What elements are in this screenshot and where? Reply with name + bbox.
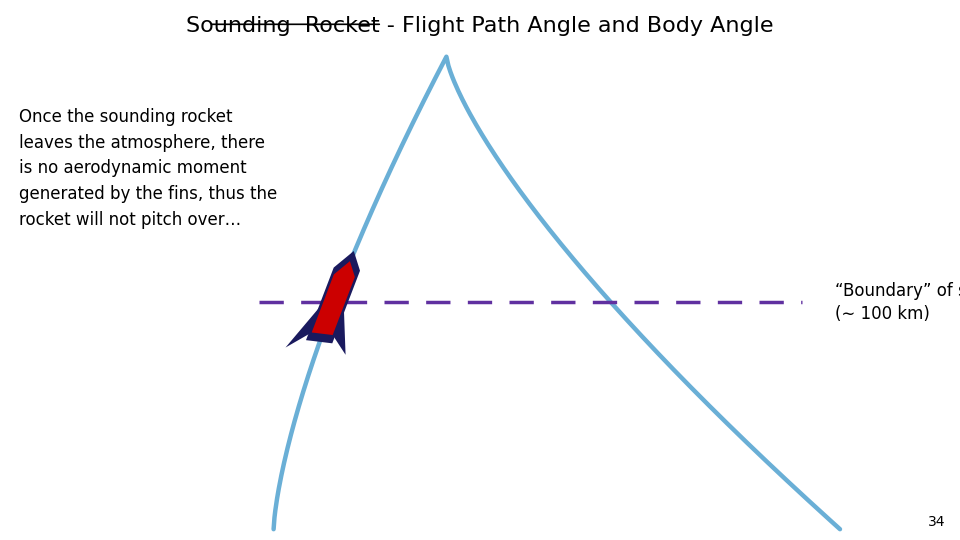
Polygon shape <box>306 251 360 343</box>
Polygon shape <box>285 303 323 348</box>
Text: 34: 34 <box>928 515 946 529</box>
Text: “Boundary” of space
(∼ 100 km): “Boundary” of space (∼ 100 km) <box>835 281 960 323</box>
Polygon shape <box>333 306 346 355</box>
Text: Once the sounding rocket
leaves the atmosphere, there
is no aerodynamic moment
g: Once the sounding rocket leaves the atmo… <box>19 108 277 229</box>
Polygon shape <box>312 261 355 335</box>
Text: Sounding  Rocket - Flight Path Angle and Body Angle: Sounding Rocket - Flight Path Angle and … <box>186 16 774 36</box>
